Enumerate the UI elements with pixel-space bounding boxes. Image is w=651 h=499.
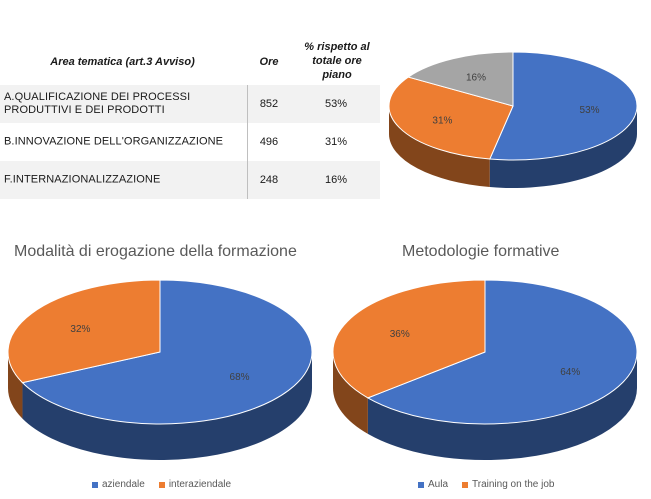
pie-chart-area-tematica: 53% 31% 16% [388, 51, 638, 189]
table-cell-area: B.INNOVAZIONE DELL'ORGANIZZAZIONE [4, 136, 244, 149]
table-header-pct: % rispetto al totale ore piano [292, 40, 382, 82]
legend-label-training: Training on the job [472, 479, 555, 490]
pie-side-b-innovazione-dell-organizzazi [389, 106, 490, 188]
pie-data-label-b-innovazione-dell-organizzazi: 31% [432, 115, 452, 126]
table-cell-area: F.INTERNAZIONALIZZAZIONE [4, 174, 244, 187]
table-header-ore: Ore [259, 56, 279, 68]
legend-label-aziendale: aziendale [102, 479, 145, 490]
legend-label-interaziendale: interaziendale [168, 479, 232, 490]
pie-slice-training-on-the-job [332, 279, 486, 399]
legend-swatch-aula [418, 481, 424, 488]
table-cell-pct: 53% [324, 98, 348, 110]
legend-label-aula: Aula [428, 479, 449, 490]
legend-swatch-aziendale [92, 481, 98, 488]
table-header-pct-line: totale ore [312, 55, 362, 67]
chart-title-metodologie: Metodologie formative [402, 243, 560, 260]
pie-side-aula [367, 352, 637, 461]
area-line: B.INNOVAZIONE DELL'ORGANIZZAZIONE [4, 135, 224, 148]
table-row: B.INNOVAZIONE DELL'ORGANIZZAZIONE 496 31… [0, 123, 380, 161]
pie-side-a-qualificazione-dei-processi- [489, 106, 637, 189]
pie-data-label-aula: 64% [560, 367, 580, 378]
area-line: F.INTERNAZIONALIZZAZIONE [4, 173, 161, 186]
table-header-pct-line: % rispetto al [304, 41, 370, 53]
table-cell-ore: 248 [259, 174, 279, 186]
area-line: A.QUALIFICAZIONE DEI PROCESSI [4, 91, 191, 103]
chart-title-modalita: Modalità di erogazione della formazione [14, 243, 297, 260]
table-row: A.QUALIFICAZIONE DEI PROCESSI PRODUTTIVI… [0, 85, 380, 123]
table-header-pct-line: piano [322, 69, 352, 81]
pie-chart-modalita: 68% 32% [7, 279, 313, 460]
table-cell-pct: 31% [324, 136, 348, 148]
pie-slice-aula [366, 279, 638, 425]
table-column-divider [247, 85, 248, 199]
pie-slice-aziendale [21, 279, 313, 425]
pie-chart-metodologie: 64% 36% [332, 279, 638, 461]
area-line: PRODUTTIVI E DEI PRODOTTI [4, 104, 165, 116]
pie-slice-f-internazionalizzazione [407, 51, 514, 107]
pie-data-label-f-internazionalizzazione: 16% [466, 73, 486, 84]
pie-side-training-on-the-job [333, 352, 368, 434]
pie-data-label-aziendale: 68% [230, 372, 250, 383]
pie-slice-a-qualificazione-dei-processi- [489, 51, 638, 161]
pie-slice-interaziendale [7, 279, 161, 384]
pie-data-label-training-on-the-job: 36% [390, 329, 410, 340]
pie-data-label-a-qualificazione-dei-processi-: 53% [580, 105, 600, 116]
table-cell-ore: 496 [259, 136, 279, 148]
pie-side-aziendale [22, 352, 313, 460]
legend-swatch-training [462, 481, 469, 488]
legend-swatch-interaziendale [158, 481, 165, 488]
pie-data-label-interaziendale: 32% [70, 324, 90, 335]
table-cell-area: A.QUALIFICAZIONE DEI PROCESSI PRODUTTIVI… [4, 91, 244, 117]
table-cell-ore: 852 [259, 98, 279, 110]
table-header-area: Area tematica (art.3 Avviso) [50, 56, 195, 68]
table-cell-pct: 16% [324, 174, 348, 186]
legend-modalita: aziendale interaziendale [92, 479, 241, 490]
table-row: F.INTERNAZIONALIZZAZIONE 248 16% [0, 161, 380, 199]
legend-metodologie: Aula Training on the job [418, 479, 564, 490]
